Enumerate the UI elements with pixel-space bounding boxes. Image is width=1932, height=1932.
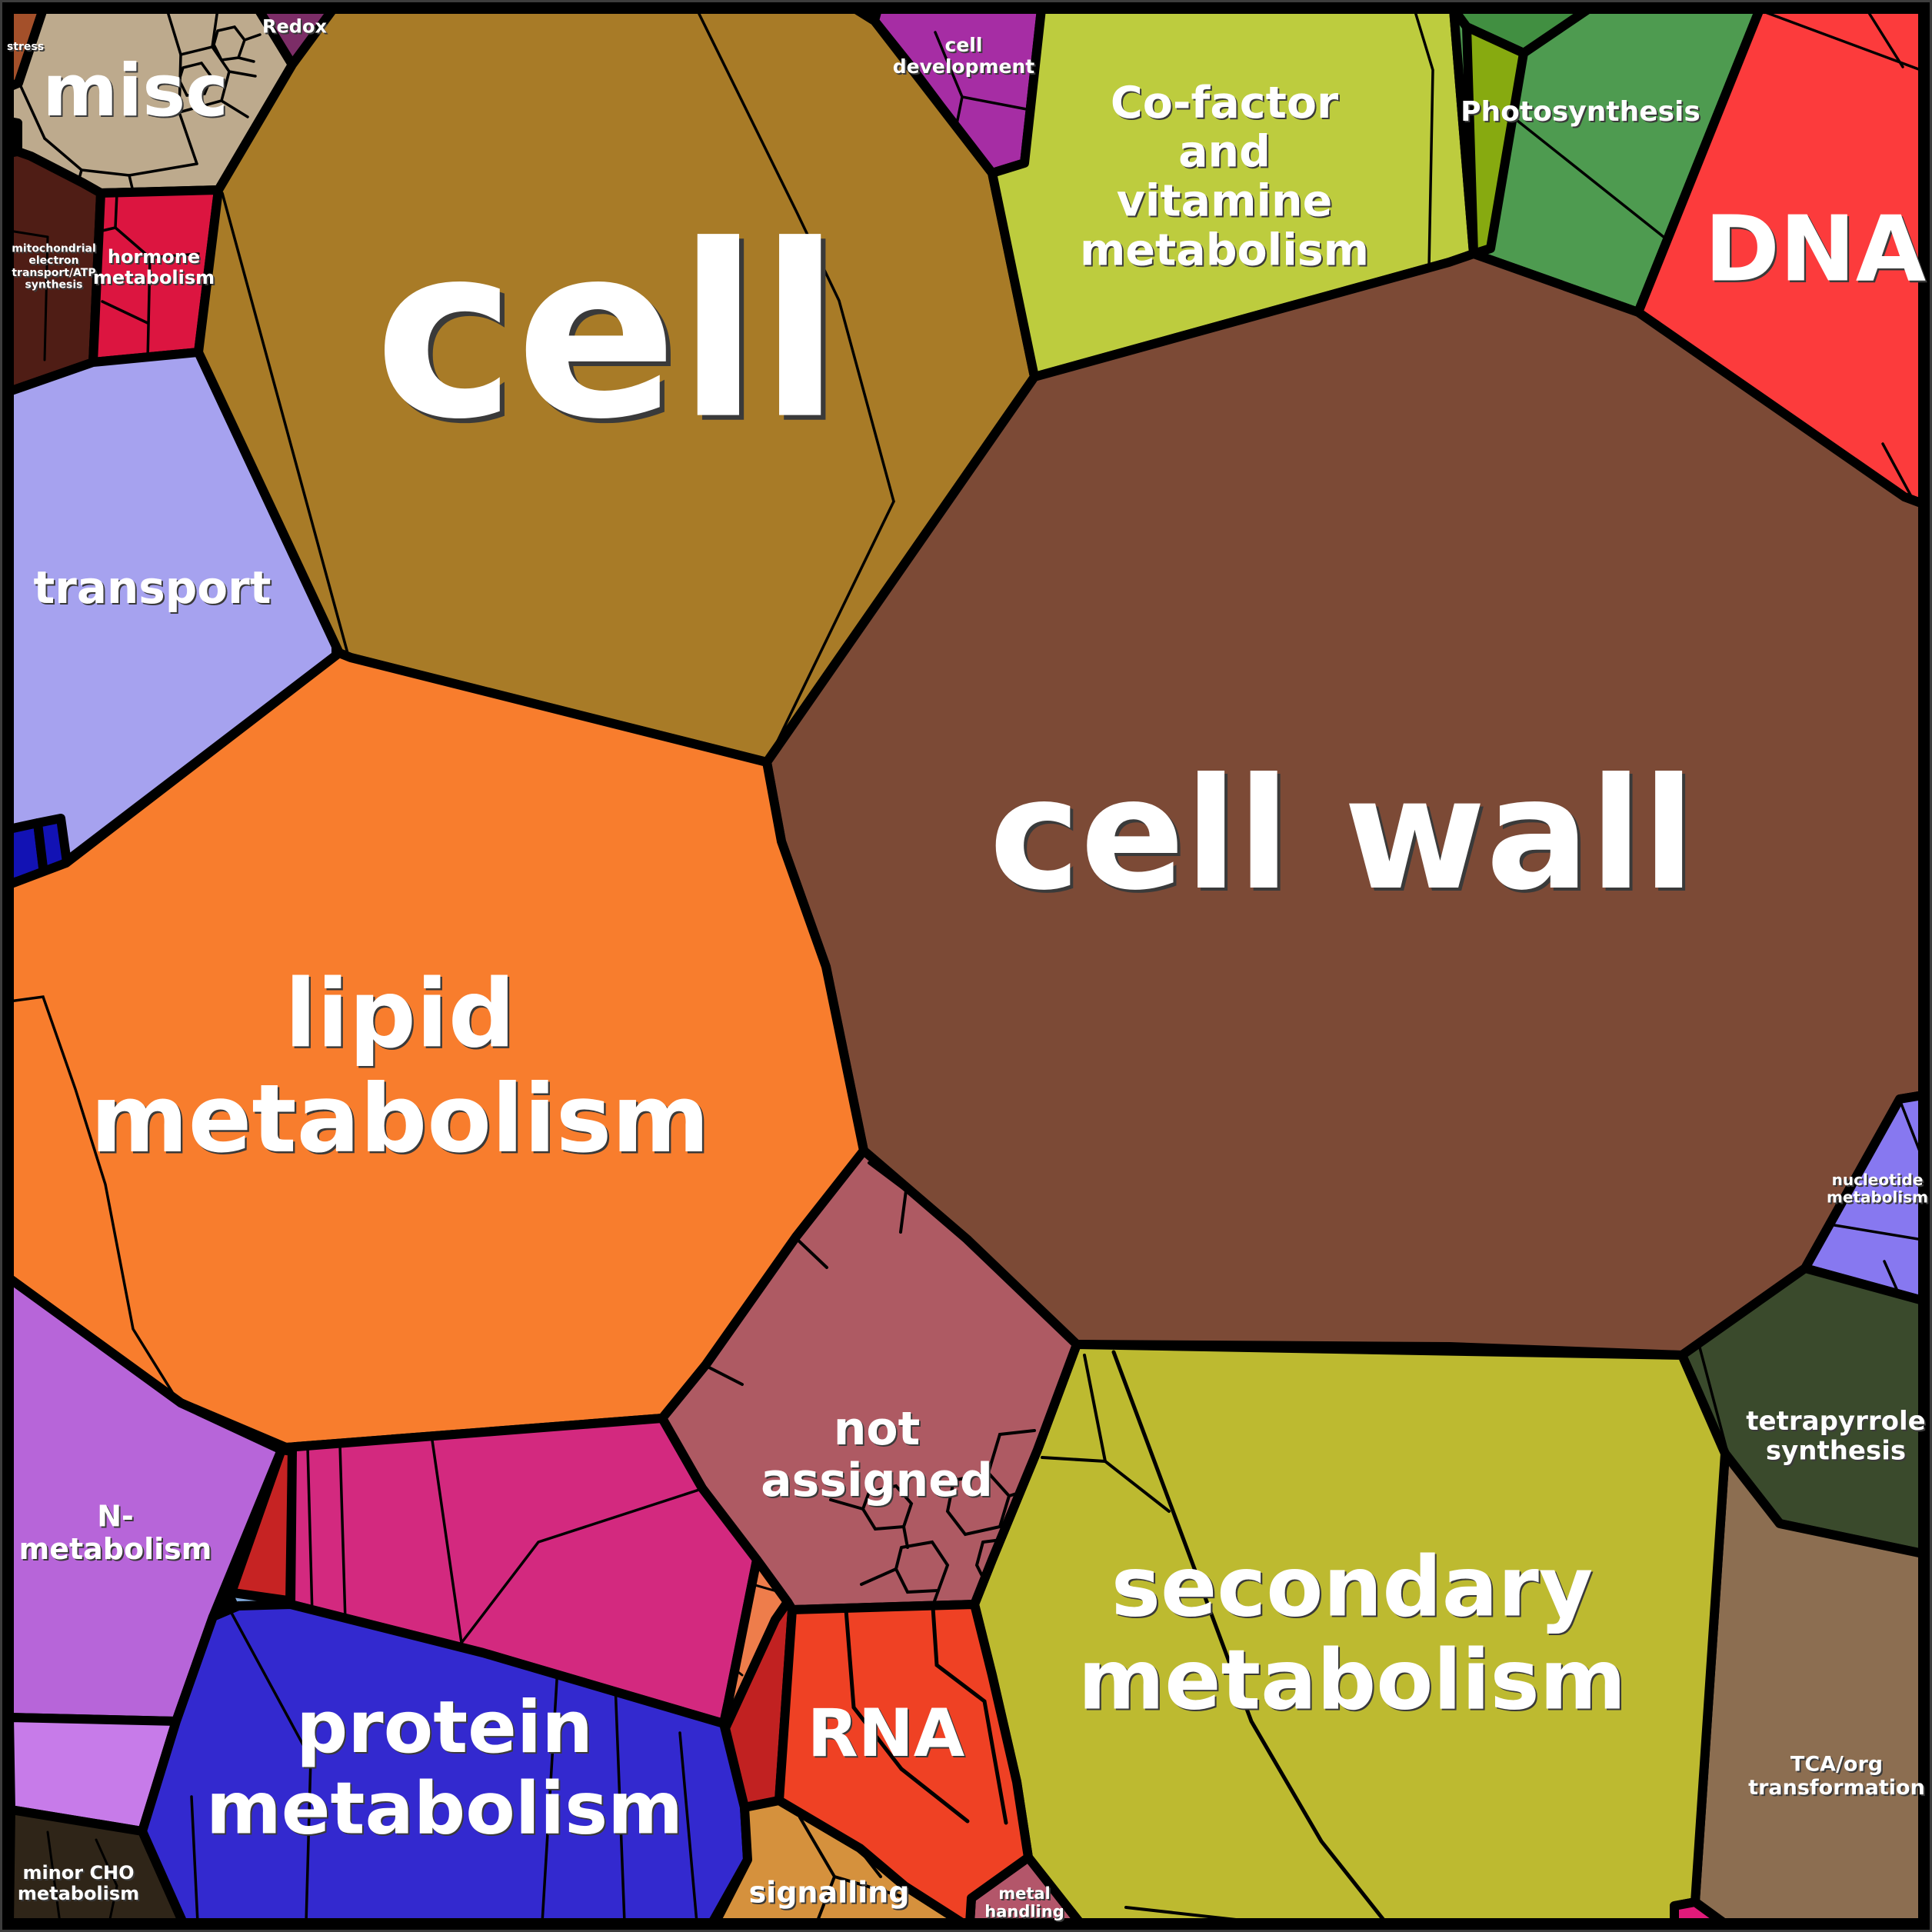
subcell-border-cell-21 [695,9,895,503]
subcell-border-signalling-70 [852,1840,882,1878]
subcell-border-rna-72 [899,1767,970,1824]
subcell-border-protein-63 [190,1795,199,1923]
subcell-border-misc-12 [243,33,261,42]
subcell-border-amino-58 [338,1443,347,1623]
subcell-border-nucleotide-33 [1828,1223,1923,1241]
subcell-border-dna-29 [1760,9,1923,72]
subcell-border-rna-71 [844,1607,904,1771]
subcell-border-minorcho-75 [95,1838,118,1923]
subcell-border-amino-59 [429,1428,463,1644]
cell-magenta-tiny[interactable] [1670,1897,1728,1927]
subcell-border-notassigned-54 [829,1498,864,1511]
cell-rna[interactable] [774,1600,1033,1927]
subcell-border-protein-64 [541,1666,559,1923]
subcell-border-cell-23 [221,192,350,658]
subcell-border-misc-8 [18,83,46,140]
subcell-border-notassigned-53 [860,1567,898,1586]
subcell-border-misc-6 [128,174,135,193]
subcell-border-tetrapyrrole-35 [1698,1346,1730,1460]
subcell-border-notassigned-55 [902,1525,909,1549]
subcell-border-hormone-17 [146,256,152,361]
subcell-border-hormone-14 [101,226,117,232]
subcell-border-notassigned-42 [794,1237,828,1269]
subcell-border-protein-65 [614,1683,626,1923]
subcell-border-nucleotide-34 [1883,1260,1901,1297]
subcell-border-notassigned-52 [931,1589,940,1609]
subcell-border-rna-73 [931,1605,1008,1825]
cell-secondary[interactable] [970,1340,1730,1927]
subcell-border-hormone-15 [114,226,152,259]
subcell-border-notassigned-43 [705,1364,744,1386]
subcell-border-hormone-16 [148,252,200,259]
subcell-border-misc-1 [43,137,198,177]
cells-layer [5,5,1927,1927]
subcell-border-lipid-56 [9,995,180,1404]
subcell-border-mito-20 [43,235,49,361]
subcell-border-secondary-37 [1124,1906,1265,1923]
subcell-border-notassigned-48 [987,1429,1036,1474]
subcell-border-nucleotide-32 [1898,1098,1923,1161]
subcell-border-hormone-13 [114,192,118,229]
subcell-border-protein-66 [678,1731,698,1923]
cell-mito[interactable] [5,147,105,396]
subcell-border-amino-60 [460,1487,703,1644]
subcell-border-signalling-69 [833,1875,901,1897]
subcell-border-dna-30 [1865,9,1904,68]
subcell-border-secondary-39 [1041,1456,1107,1463]
subcell-border-amino-57 [306,1445,314,1617]
subcell-border-misc-11 [237,56,255,63]
cell-protein[interactable] [138,1600,752,1927]
subcell-border-secondary-36 [1111,1350,1388,1923]
subcell-border-misc-10 [178,62,213,97]
subcell-border-mito-19 [9,229,49,238]
subcell-border-protein-67 [226,1604,312,1923]
subcell-border-cell-22 [768,500,895,760]
subcell-border-minorcho-74 [46,1830,62,1923]
subcell-border-photosynthesis-28 [1516,119,1669,242]
subcell-border-cofactor-27 [1413,9,1434,269]
subcell-border-orange-strip-61 [748,1582,784,1594]
cell-photo-olive[interactable] [1462,22,1528,258]
subcell-border-hormone-18 [101,300,149,325]
subcell-border-dna-31 [1881,442,1923,504]
subcell-border-misc-5 [220,99,249,118]
